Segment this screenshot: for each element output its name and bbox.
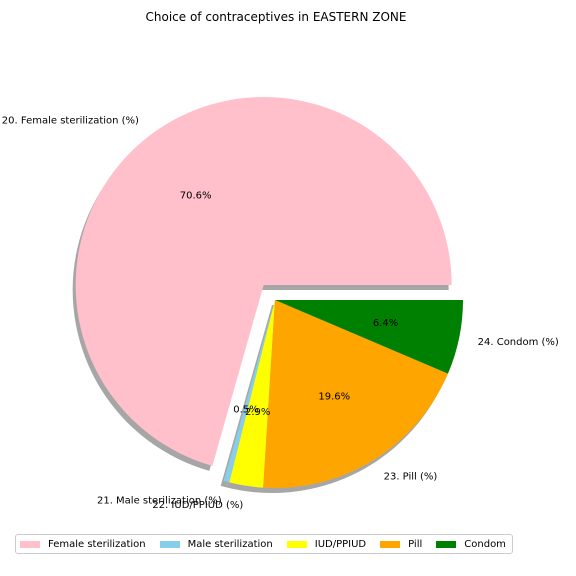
pie-category-label-iud-ppiud: 22. IUD/PPIUD (%) xyxy=(152,500,243,511)
slice-shadow-male-sterilization xyxy=(220,305,272,488)
legend-swatch-female-sterilization xyxy=(20,540,40,548)
pie-slices xyxy=(75,97,463,489)
pie-percent-labels: 70.6% 0.5%2.9% 19.6% 6.4% xyxy=(180,191,398,418)
legend-label: Pill xyxy=(408,538,423,550)
pie-percent-label-pill: 19.6% xyxy=(318,391,350,402)
pie-slice-iud-ppiud xyxy=(229,300,275,488)
legend-item-pill: Pill xyxy=(380,539,422,550)
legend-item-female-sterilization: Female sterilization xyxy=(20,539,146,550)
pie-percent-label-male-sterilization: 0.5% xyxy=(233,404,258,415)
pie-category-label-male-sterilization: 21. Male sterilization (%) xyxy=(97,495,222,506)
pie-slice-condom xyxy=(275,300,463,374)
pie-slice-male-sterilization xyxy=(223,300,275,483)
pie-percent-label-iud-ppiud: 2.9% xyxy=(245,407,270,418)
legend-swatch-iud-ppiud xyxy=(286,540,307,548)
legend-swatch-condom xyxy=(436,540,457,548)
legend-label: Condom xyxy=(464,538,506,550)
legend-item-male-sterilization: Male sterilization xyxy=(159,538,273,550)
legend-label: IUD/PPIUD xyxy=(314,538,367,550)
pie-category-label-female-sterilization: 20. Female sterilization (%) xyxy=(2,116,139,127)
pie-percent-label-condom: 6.4% xyxy=(373,318,398,329)
chart-legend: Female sterilization Male sterilization … xyxy=(15,534,513,554)
legend-item-iud-ppiud: IUD/PPIUD xyxy=(286,538,367,550)
legend-label: Female sterilization xyxy=(48,538,146,550)
pie-category-labels: 20. Female sterilization (%) 21. Male ste… xyxy=(2,116,559,511)
pie-slice-pill xyxy=(263,300,449,489)
chart-title: Choice of contraceptives in EASTERN ZONE xyxy=(146,10,407,24)
legend-swatch-pill xyxy=(380,540,401,548)
legend-swatch-male-sterilization xyxy=(159,540,180,548)
pie-percent-label-female-sterilization: 70.6% xyxy=(180,191,212,202)
legend-item-condom: Condom xyxy=(436,539,506,550)
pie-category-label-pill: 23. Pill (%) xyxy=(384,471,438,482)
legend-label: Male sterilization xyxy=(187,538,273,550)
pie-category-label-condom: 24. Condom (%) xyxy=(478,337,559,348)
pie-slice-female-sterilization xyxy=(75,97,452,466)
